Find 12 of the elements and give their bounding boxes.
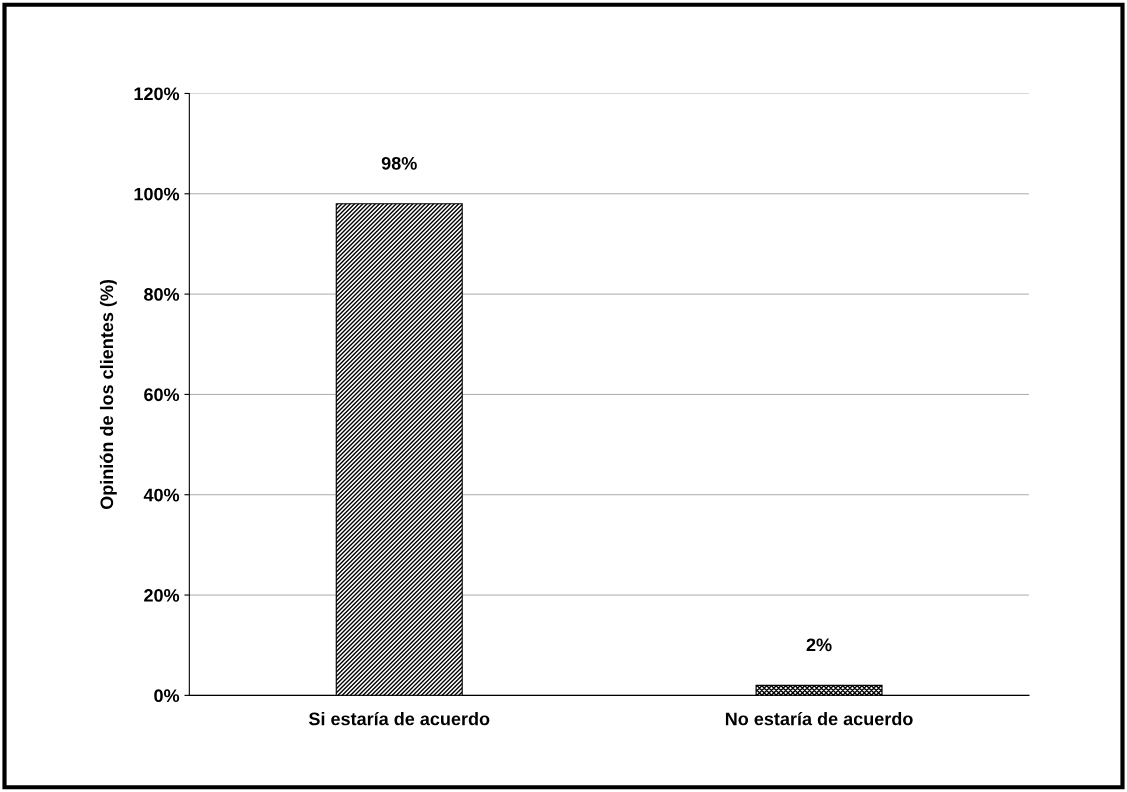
data-label: 2% [806,638,832,652]
y-tick-label: 20% [144,588,180,602]
y-tick-label: 0% [154,689,180,703]
y-tick-label: 40% [143,488,180,502]
y-tick-label: 60% [144,388,180,402]
y-tick-label: 100% [134,187,180,201]
x-tick-label: Si estaría de acuerdo [308,711,490,726]
y-axis-title: Opinión de los clientes (%) [99,279,117,510]
x-tick-label: No estaría de acuerdo [725,711,913,726]
y-tick-label: 80% [144,288,180,301]
data-label: 98% [381,156,417,170]
y-tick-label: 120% [134,87,180,101]
